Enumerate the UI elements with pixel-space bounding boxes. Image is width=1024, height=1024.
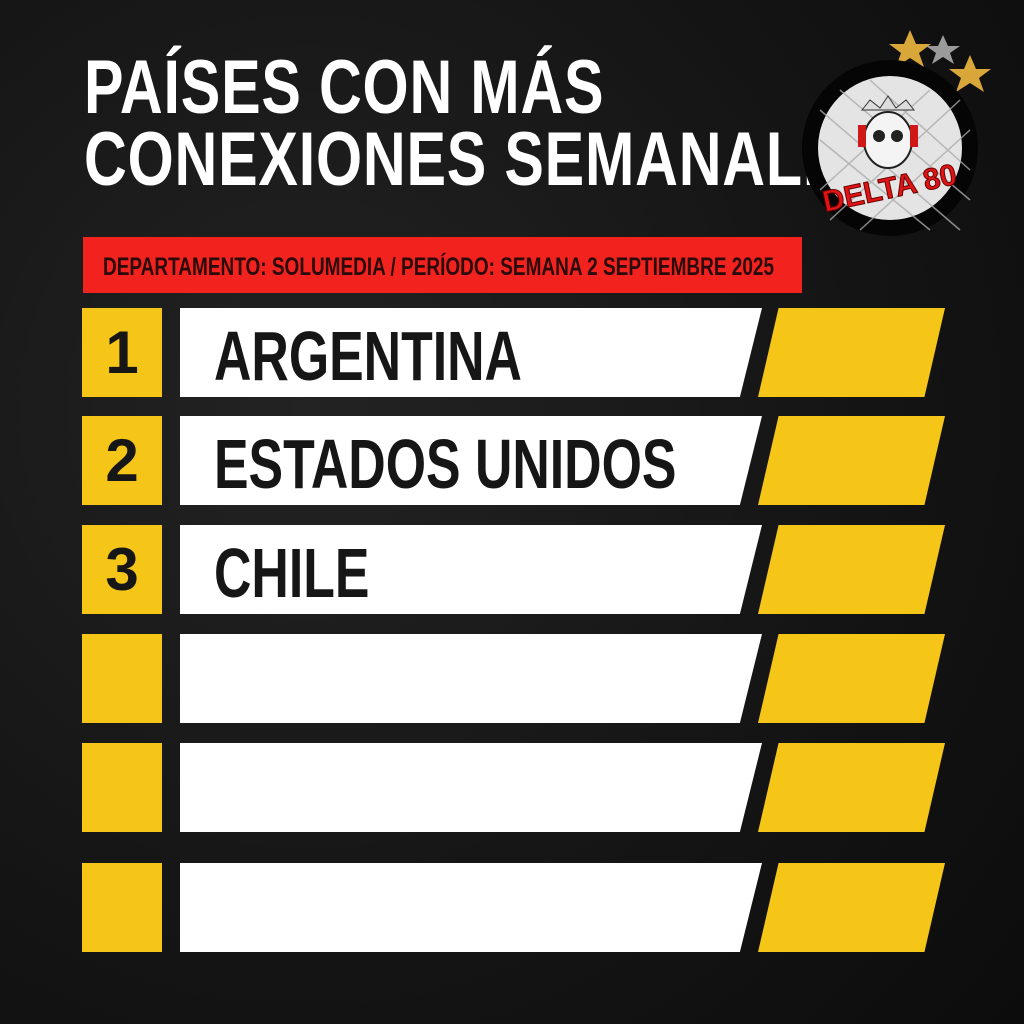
value-slot	[758, 308, 945, 397]
star-icon	[889, 30, 931, 67]
country-bar	[180, 743, 762, 832]
ranking-row	[0, 743, 1024, 832]
country-name: ESTADOS UNIDOS	[214, 425, 677, 503]
rank-badge: 3	[82, 525, 162, 614]
value-slot	[758, 743, 945, 832]
rank-badge	[82, 743, 162, 832]
ranking-row: 3 CHILE	[0, 525, 1024, 614]
rank-badge: 2	[82, 416, 162, 505]
delta-80-logo: DELTA 80	[802, 30, 991, 236]
title-line-2: CONEXIONES SEMANALES	[84, 117, 884, 202]
value-slot	[758, 634, 945, 723]
ranking-row	[0, 634, 1024, 723]
country-bar: ESTADOS UNIDOS	[180, 416, 762, 505]
rank-badge	[82, 634, 162, 723]
value-slot	[758, 525, 945, 614]
value-slot	[758, 863, 945, 952]
country-name: ARGENTINA	[214, 317, 522, 395]
country-bar	[180, 863, 762, 952]
rank-badge	[82, 863, 162, 952]
rank-badge: 1	[82, 308, 162, 397]
country-bar: CHILE	[180, 525, 762, 614]
country-bar: ARGENTINA	[180, 308, 762, 397]
country-name: CHILE	[214, 534, 370, 612]
page-title: PAÍSES CON MÁS CONEXIONES SEMANALES	[84, 45, 884, 202]
ranking-row	[0, 863, 1024, 952]
banner-text: DEPARTAMENTO: SOLUMEDIA / PERÍODO: SEMAN…	[103, 253, 775, 281]
star-icon	[926, 35, 960, 64]
ranking-row: 2 ESTADOS UNIDOS	[0, 416, 1024, 505]
ranking-row: 1 ARGENTINA	[0, 308, 1024, 397]
star-icon	[949, 55, 991, 92]
country-bar	[180, 634, 762, 723]
value-slot	[758, 416, 945, 505]
department-period-banner: DEPARTAMENTO: SOLUMEDIA / PERÍODO: SEMAN…	[83, 237, 802, 293]
title-line-1: PAÍSES CON MÁS	[84, 45, 605, 130]
